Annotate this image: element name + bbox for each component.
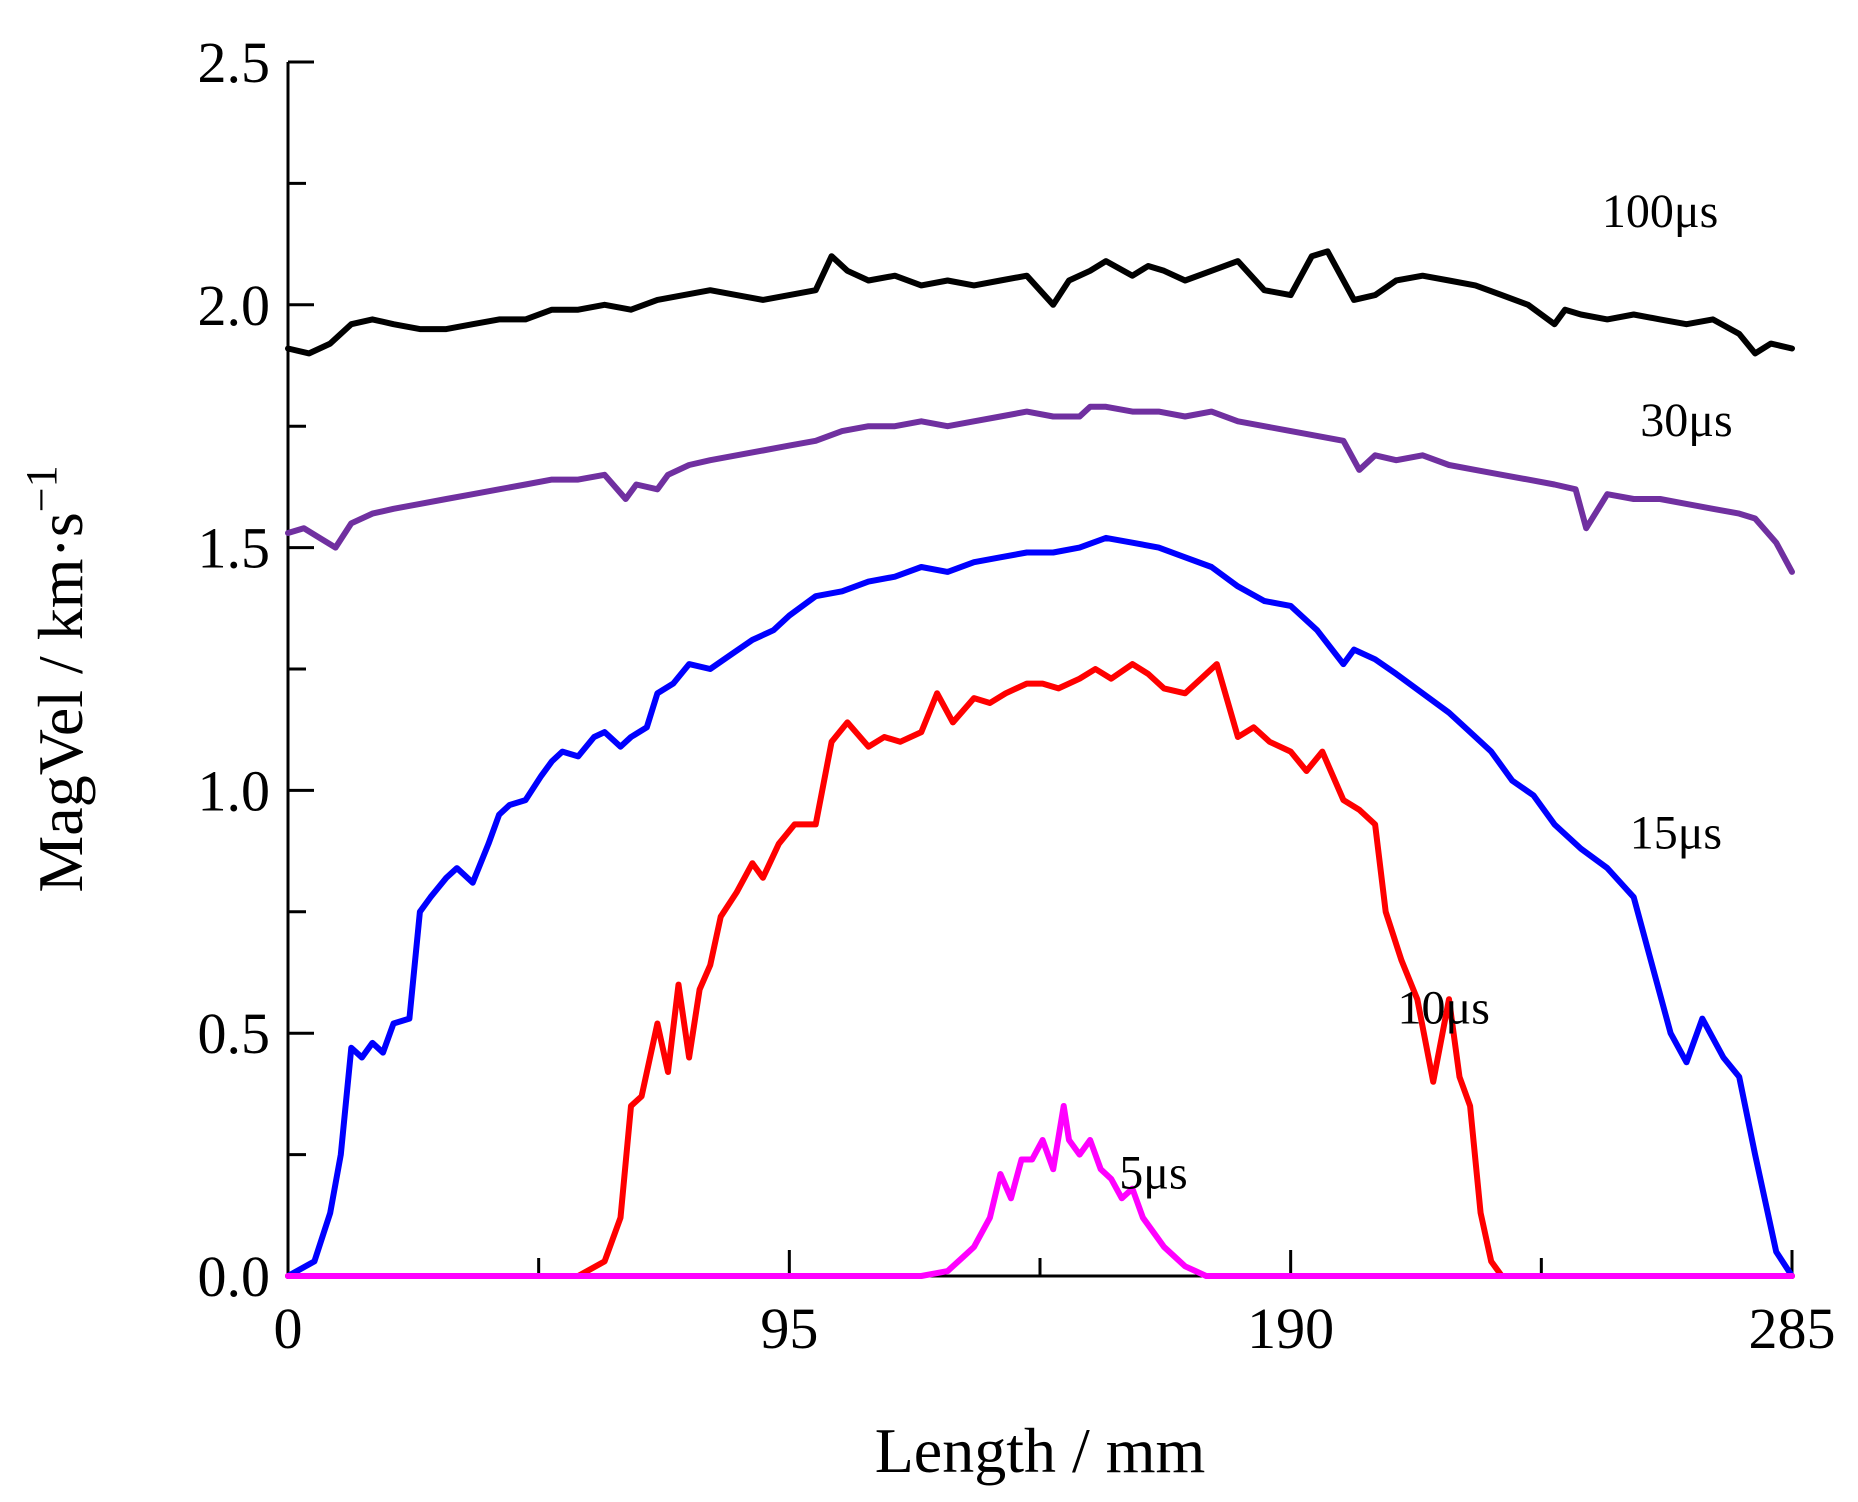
y-tick-label: 0.5 — [198, 1001, 271, 1066]
series-label: 10μs — [1397, 981, 1489, 1034]
series-line-30s — [285, 403, 1795, 575]
series-label: 5μs — [1119, 1147, 1187, 1200]
y-axis-title-superscript: −1 — [17, 465, 66, 512]
series-label: 15μs — [1630, 807, 1722, 860]
y-axis-title-main: MagVel / km·s — [25, 512, 96, 892]
x-tick-label: 0 — [274, 1296, 303, 1361]
y-tick-label: 2.5 — [198, 30, 271, 95]
y-tick-label: 0.0 — [198, 1244, 271, 1309]
series-line-5s — [285, 1103, 1795, 1279]
y-tick-label: 1.5 — [198, 516, 271, 581]
x-axis-title: Length / mm — [875, 1415, 1206, 1486]
series-label: 30μs — [1640, 394, 1732, 447]
y-axis-title: MagVel / km·s−1 — [17, 465, 96, 892]
series-line-15s — [285, 534, 1795, 1279]
x-tick-label: 285 — [1749, 1296, 1836, 1361]
axes: 0.0 0.5 1.0 1.5 2.0 2.5 0 95 190 285 — [198, 30, 1836, 1361]
series-labels: 100μs 30μs 15μs 10μs 5μs — [1119, 185, 1732, 1199]
x-tick-label: 95 — [760, 1296, 818, 1361]
series-group — [285, 248, 1795, 1279]
series-line-100s — [285, 248, 1795, 357]
x-tick-label: 190 — [1247, 1296, 1334, 1361]
series-line-10s — [285, 661, 1795, 1279]
y-tick-label: 1.0 — [198, 758, 271, 823]
series-label: 100μs — [1602, 185, 1718, 238]
y-tick-label: 2.0 — [198, 273, 271, 338]
